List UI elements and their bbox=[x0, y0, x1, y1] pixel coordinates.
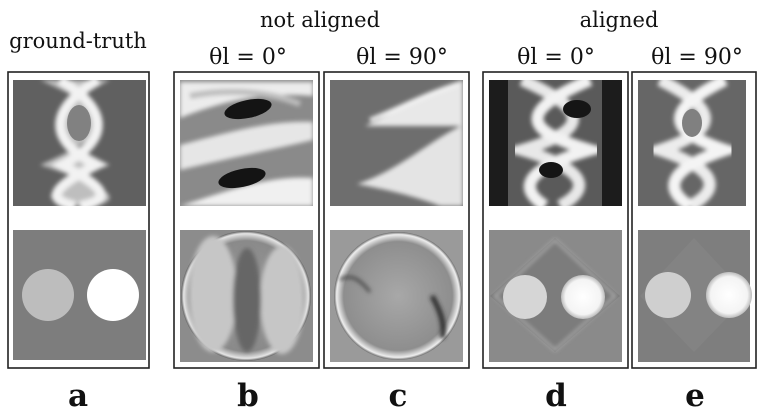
panel-b-reconstruction bbox=[180, 230, 313, 362]
panel-c-sinogram bbox=[330, 80, 463, 206]
angle-label-d: θl = 0° bbox=[517, 45, 595, 70]
header-ground-truth: ground-truth bbox=[9, 29, 147, 53]
panel-d bbox=[482, 71, 629, 369]
angle-label-e: θl = 90° bbox=[651, 45, 743, 70]
panel-a-sinogram bbox=[13, 80, 146, 206]
disc-right bbox=[561, 275, 605, 319]
panel-label-d: d bbox=[545, 378, 567, 412]
panel-d-reconstruction bbox=[489, 230, 622, 362]
panel-label-e: e bbox=[685, 378, 705, 412]
panel-b bbox=[173, 71, 320, 369]
panel-label-b: b bbox=[237, 378, 259, 412]
disc-left bbox=[503, 275, 547, 319]
angle-label-c: θl = 90° bbox=[356, 45, 448, 70]
disc-right bbox=[706, 272, 752, 318]
panel-label-a: a bbox=[68, 378, 88, 412]
dark-blob-bottom bbox=[218, 167, 266, 189]
dark-blob-top bbox=[224, 98, 272, 120]
panel-e-reconstruction bbox=[638, 230, 752, 362]
panel-e bbox=[631, 71, 757, 369]
angle-label-b: θl = 0° bbox=[209, 45, 287, 70]
header-not-aligned: not aligned bbox=[260, 8, 380, 32]
header-aligned: aligned bbox=[580, 8, 659, 32]
panel-a bbox=[7, 71, 150, 369]
disc-right bbox=[87, 269, 139, 321]
panel-c bbox=[323, 71, 470, 369]
panel-a-reconstruction bbox=[13, 230, 146, 360]
panel-e-sinogram bbox=[638, 80, 746, 206]
panel-label-c: c bbox=[389, 378, 408, 412]
disc-left bbox=[645, 272, 691, 318]
panel-b-sinogram bbox=[180, 80, 313, 206]
panel-d-sinogram bbox=[489, 80, 622, 206]
disc-left bbox=[22, 269, 74, 321]
panel-c-reconstruction bbox=[330, 230, 463, 362]
